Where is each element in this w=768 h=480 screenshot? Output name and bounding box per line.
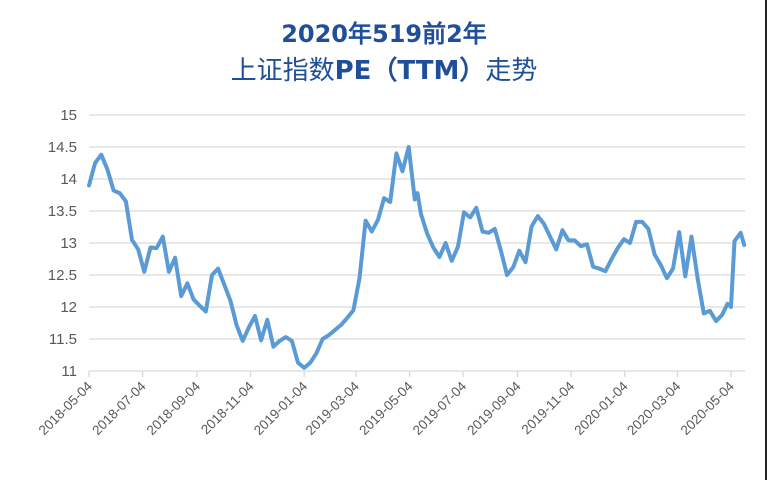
subtitle-metric: PE（TTM） [334,56,486,86]
y-axis: 11 11.5 12 12.5 13 13.5 14 14.5 15 [48,107,77,380]
y-tick-label: 11 [61,363,77,380]
x-tick-label: 2020-01-04 [571,378,631,438]
x-tick-label: 2020-03-04 [624,378,684,438]
y-tick-label: 12 [60,299,77,316]
x-tick-label: 2019-11-04 [519,378,578,437]
x-axis: 2018-05-042018-07-042018-09-042018-11-04… [36,371,738,438]
x-tick-label: 2019-05-04 [356,378,416,438]
chart-title: 2020年519前2年 [281,20,487,48]
chart-subtitle: 上证指数PE（TTM）走势 [0,50,768,87]
x-tick-label: 2020-05-04 [678,378,738,438]
x-tick-label: 2019-07-04 [410,378,470,438]
x-tick-label: 2019-01-04 [251,378,311,438]
frame-edge [765,0,767,480]
x-tick-label: 2018-11-04 [198,378,257,437]
gridlines [89,114,745,372]
y-tick-label: 14 [60,171,77,188]
pe-ttm-line [87,145,747,370]
subtitle-suffix: 走势 [485,56,538,86]
x-tick-label: 2018-09-04 [144,378,204,438]
x-tick-label: 2019-03-04 [303,378,363,438]
x-tick-label: 2019-09-04 [464,378,524,438]
x-tick-label: 2018-07-04 [89,378,149,438]
y-tick-label: 15 [60,107,77,124]
data-series [87,145,747,370]
y-tick-label: 13 [60,235,77,252]
y-tick-label: 12.5 [48,267,77,284]
x-tick-label: 2018-05-04 [36,378,96,438]
subtitle-prefix: 上证指数 [230,56,335,86]
y-tick-label: 11.5 [49,331,77,348]
y-tick-label: 13.5 [48,203,77,220]
y-tick-label: 14.5 [48,139,77,156]
